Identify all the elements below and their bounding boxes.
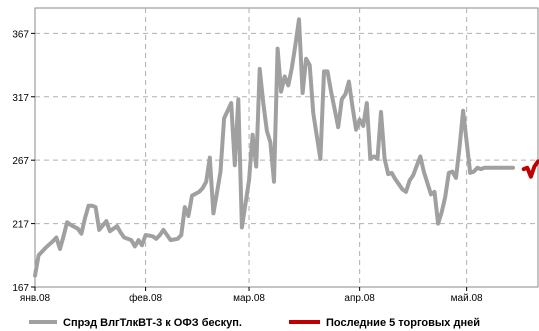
y-tick-label: 267 — [12, 156, 29, 167]
y-axis-ticks: 167 217 267 317 367 — [12, 29, 35, 294]
y-tick-label: 167 — [12, 283, 29, 294]
series-line-1 — [521, 159, 539, 179]
x-tick-label: май.08 — [451, 293, 483, 304]
series-group — [33, 17, 539, 278]
x-tick-label: апр.08 — [344, 293, 375, 304]
y-tick-label: 367 — [12, 29, 29, 40]
plot-area — [34, 7, 539, 288]
legend-label-series-0: Спрэд ВлгТлкВТ-3 к ОФЗ бескуп. — [63, 317, 242, 329]
x-axis-ticks: янв.08 фев.08 мар.08 апр.08 май.08 — [20, 287, 483, 304]
legend-label-series-1: Последние 5 торговых дней — [326, 317, 480, 329]
legend: Спрэд ВлгТлкВТ-3 к ОФЗ бескуп. Последние… — [29, 317, 480, 329]
x-tick-label: фев.08 — [129, 292, 162, 304]
series-line-0 — [33, 17, 515, 278]
y-tick-label: 217 — [12, 220, 29, 231]
x-tick-label: мар.08 — [233, 293, 265, 304]
x-tick-label: янв.08 — [20, 293, 51, 304]
y-tick-label: 317 — [12, 93, 29, 104]
